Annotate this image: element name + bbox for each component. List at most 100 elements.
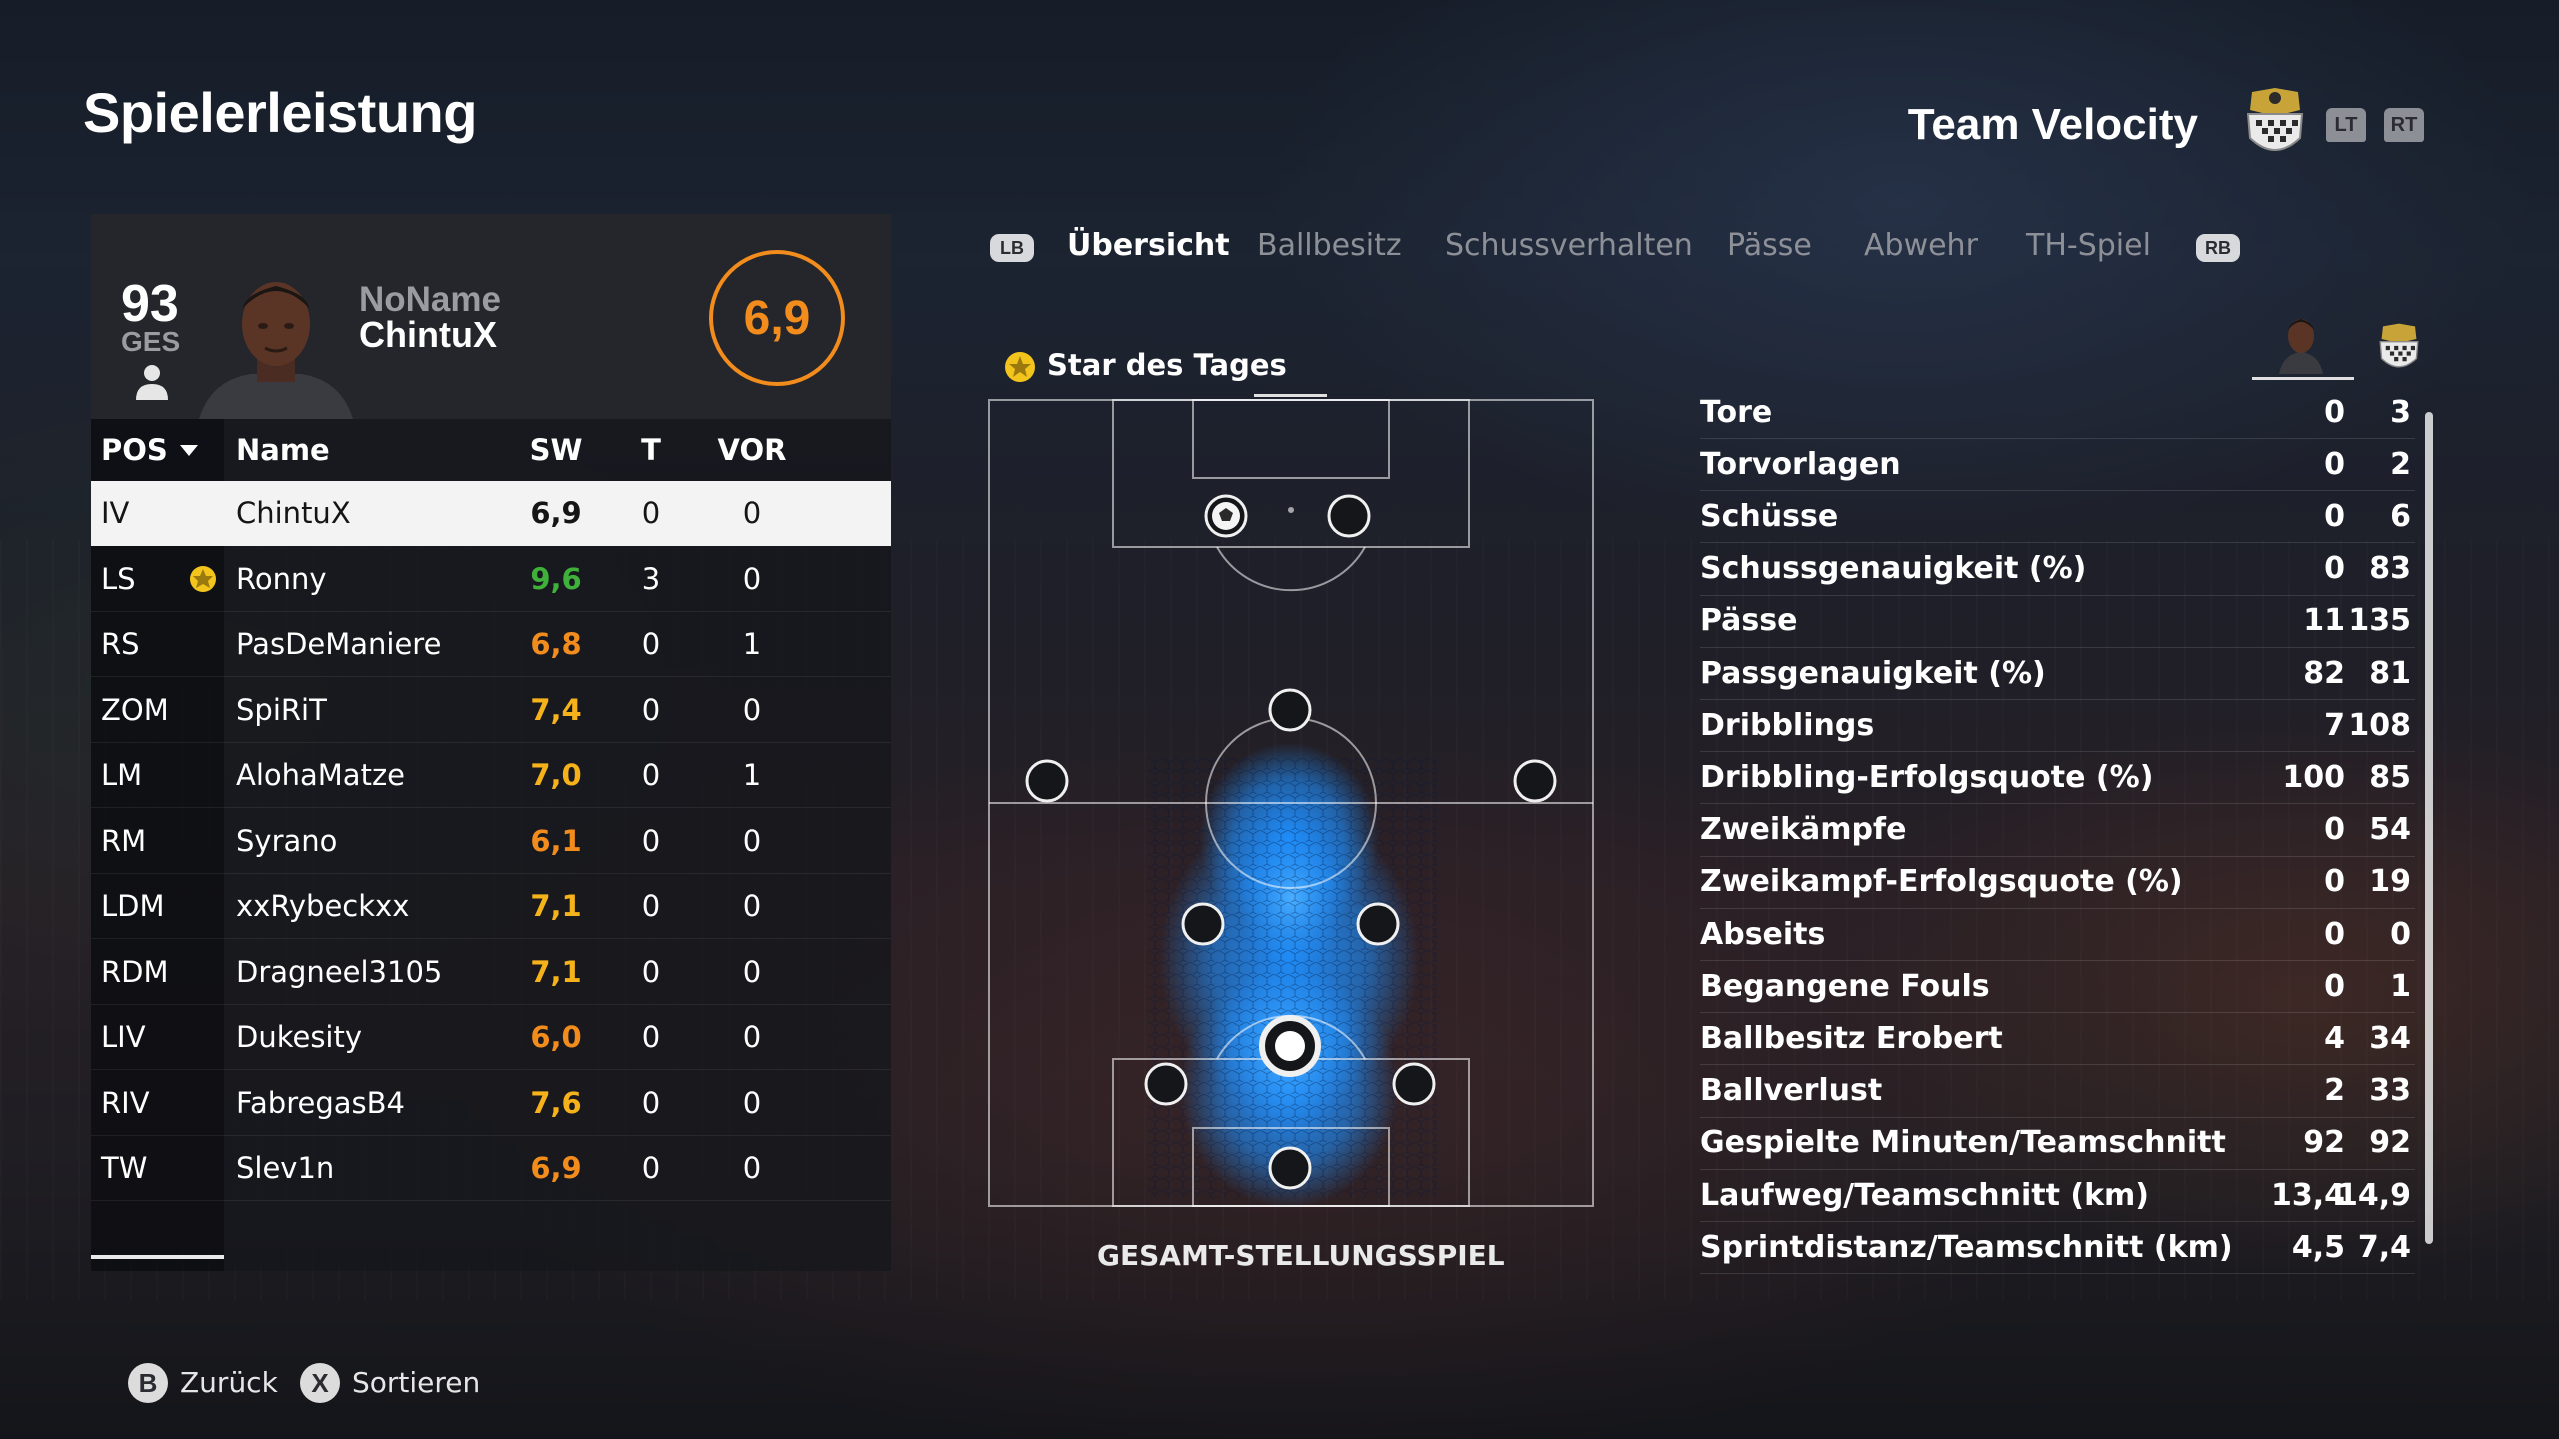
row-assists: 0 — [742, 823, 762, 858]
row-position: TW — [101, 1151, 148, 1185]
row-position: LM — [101, 758, 143, 792]
stat-team-value: 33 — [2369, 1073, 2411, 1109]
table-row[interactable]: TW Slev1n 6,9 0 0 — [91, 1136, 891, 1201]
star-of-day-icon — [1005, 352, 1035, 382]
stat-team-value: 1 — [2390, 968, 2411, 1004]
stat-row: Abseits 0 0 — [1700, 908, 2415, 961]
team-name: Team Velocity — [1907, 100, 2198, 149]
row-rating: 7,0 — [530, 758, 582, 792]
stat-label: Schussgenauigkeit (%) — [1700, 551, 2087, 587]
table-row[interactable]: RDM Dragneel3105 7,1 0 0 — [91, 940, 891, 1005]
back-button-label[interactable]: Zurück — [180, 1366, 278, 1399]
stat-player-value: 13,4 — [2270, 1177, 2345, 1213]
rt-trigger-button[interactable]: RT — [2384, 108, 2424, 142]
row-goals: 0 — [641, 627, 661, 661]
stat-label: Sprintdistanz/Teamschnitt (km) — [1700, 1229, 2233, 1265]
stat-label: Ballbesitz Erobert — [1700, 1020, 2003, 1056]
row-assists: 1 — [742, 758, 762, 792]
stat-label: Dribblings — [1700, 707, 1875, 743]
player-name-line2: ChintuX — [359, 314, 497, 355]
tab-abwehr[interactable]: Abwehr — [1864, 228, 1978, 263]
row-goals: 3 — [641, 561, 661, 596]
row-assists: 0 — [742, 889, 762, 923]
stat-player-value: 0 — [2324, 498, 2345, 534]
name-header[interactable]: Name — [236, 433, 330, 467]
stat-row: Pässe 11 135 — [1700, 595, 2415, 648]
stat-label: Tore — [1700, 394, 1773, 430]
row-player-name: Syrano — [236, 823, 338, 858]
row-player-name: PasDeManiere — [236, 627, 442, 661]
stat-team-value: 108 — [2348, 707, 2411, 743]
stat-label: Laufweg/Teamschnitt (km) — [1700, 1177, 2149, 1213]
lt-trigger-button[interactable]: LT — [2326, 108, 2366, 142]
stat-player-value: 0 — [2324, 551, 2345, 587]
player-card: 93 GES NoName ChintuX 6,9 — [91, 214, 891, 419]
row-position: RIV — [101, 1085, 150, 1120]
stat-team-value: 85 — [2369, 759, 2411, 795]
pos-header-label: POS — [101, 433, 168, 467]
tab-ballbesitz[interactable]: Ballbesitz — [1257, 228, 1402, 263]
player-portrait — [199, 282, 353, 419]
stat-row: Torvorlagen 0 2 — [1700, 438, 2415, 492]
stat-player-value: 82 — [2303, 655, 2345, 691]
row-position: RM — [101, 823, 147, 858]
row-rating: 9,6 — [530, 561, 582, 596]
page-title: Spielerleistung — [83, 81, 477, 144]
sort-pos-header[interactable]: POS — [101, 419, 200, 481]
row-rating: 7,6 — [530, 1085, 582, 1120]
vor-header[interactable]: VOR — [717, 433, 787, 467]
row-player-name: Slev1n — [236, 1151, 335, 1185]
stat-player-value: 0 — [2324, 446, 2345, 482]
stat-row: Zweikämpfe 0 54 — [1700, 804, 2415, 857]
table-row[interactable]: LM AlohaMatze 7,0 0 1 — [91, 743, 891, 808]
stat-row: Ballverlust 2 33 — [1700, 1065, 2415, 1118]
table-row[interactable]: LS Ronny 9,6 3 0 — [91, 547, 891, 612]
focus-indicator — [91, 1255, 224, 1259]
stat-player-value: 0 — [2324, 916, 2345, 952]
row-position: ZOM — [101, 692, 169, 727]
tab-paesse[interactable]: Pässe — [1727, 228, 1812, 263]
sort-down-icon — [179, 445, 198, 456]
tab-th-spiel[interactable]: TH-Spiel — [2026, 228, 2151, 263]
player-avatar-icon — [2279, 319, 2323, 374]
t-header[interactable]: T — [641, 433, 661, 467]
stat-row: Passgenauigkeit (%) 82 81 — [1700, 647, 2415, 700]
x-button-icon[interactable]: X — [300, 1363, 340, 1403]
lb-bumper-button[interactable]: LB — [990, 234, 1034, 262]
table-row[interactable]: ZOM SpiRiT 7,4 0 0 — [91, 678, 891, 743]
table-row[interactable]: RM Syrano 6,1 0 0 — [91, 809, 891, 874]
row-rating: 7,1 — [530, 954, 582, 989]
row-player-name: Ronny — [236, 561, 327, 596]
stat-label: Zweikämpfe — [1700, 812, 1907, 848]
table-row[interactable]: RS PasDeManiere 6,8 0 1 — [91, 612, 891, 677]
stat-team-value: 92 — [2369, 1125, 2411, 1161]
player-markers — [1025, 494, 1557, 1190]
stats-scrollbar-thumb[interactable] — [2425, 412, 2433, 1244]
stat-team-value: 0 — [2390, 916, 2411, 952]
person-icon — [136, 365, 168, 400]
heat-blobs — [1147, 743, 1437, 1208]
stat-team-value: 81 — [2369, 655, 2411, 691]
stat-player-value: 4 — [2324, 1020, 2345, 1056]
table-row[interactable]: LIV Dukesity 6,0 0 0 — [91, 1005, 891, 1070]
tab-uebersicht[interactable]: Übersicht — [1067, 228, 1230, 263]
sort-button-label[interactable]: Sortieren — [352, 1366, 481, 1399]
row-player-name: FabregasB4 — [236, 1085, 405, 1120]
row-player-name: AlohaMatze — [236, 758, 406, 792]
stat-player-value: 4,5 — [2291, 1229, 2345, 1265]
tab-schussverhalten[interactable]: Schussverhalten — [1445, 228, 1693, 263]
stat-team-value: 83 — [2369, 551, 2411, 587]
table-row[interactable]: IV ChintuX 6,9 0 0 — [91, 481, 891, 546]
row-player-name: xxRybeckxx — [236, 889, 410, 923]
row-assists: 0 — [742, 496, 762, 530]
table-row[interactable]: RIV FabregasB4 7,6 0 0 — [91, 1071, 891, 1136]
row-position: LDM — [101, 889, 165, 923]
b-button-icon[interactable]: B — [128, 1363, 168, 1403]
rb-bumper-button[interactable]: RB — [2196, 234, 2240, 262]
table-row[interactable]: LDM xxRybeckxx 7,1 0 0 — [91, 874, 891, 939]
row-player-name: Dragneel3105 — [236, 954, 443, 989]
stat-row: Laufweg/Teamschnitt (km) 13,4 14,9 — [1700, 1169, 2415, 1222]
row-position: RS — [101, 627, 140, 661]
stat-row: Gespielte Minuten/Teamschnitt 92 92 — [1700, 1117, 2415, 1170]
sw-header[interactable]: SW — [529, 433, 583, 467]
